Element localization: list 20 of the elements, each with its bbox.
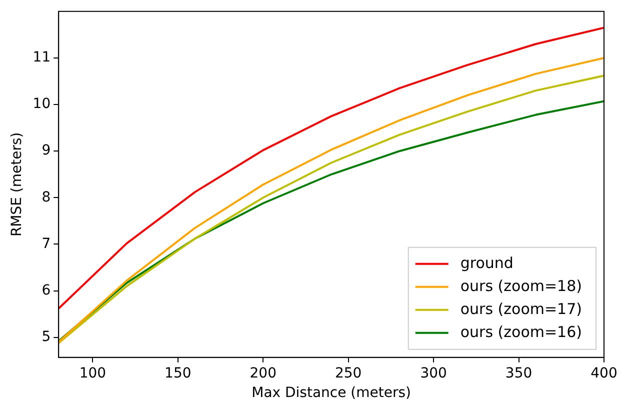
x-tick-label: 300: [420, 365, 447, 382]
x-tick-label: 150: [164, 365, 192, 382]
x-tick-label: 250: [334, 365, 362, 382]
x-tick-label: 200: [250, 365, 276, 382]
y-tick-label: 7: [42, 236, 51, 252]
legend-label: ours (zoom=17): [460, 300, 582, 318]
y-tick-label: 5: [42, 329, 51, 346]
legend-label: ours (zoom=18): [460, 276, 582, 295]
x-tick-label: 350: [505, 365, 532, 382]
x-tick-label: 100: [79, 365, 106, 382]
x-axis-title: Max Distance (meters): [252, 385, 412, 402]
legend-label: ours (zoom=16): [460, 322, 582, 341]
y-tick-label: 8: [42, 189, 51, 206]
y-axis-title: RMSE (meters): [9, 132, 26, 237]
x-tick-label: 400: [590, 365, 618, 382]
legend-label: ground: [460, 254, 514, 272]
y-tick-label: 6: [42, 282, 51, 298]
y-tick-label: 10: [32, 96, 51, 112]
y-tick-label: 11: [32, 50, 51, 66]
y-tick-label: 9: [42, 142, 51, 159]
